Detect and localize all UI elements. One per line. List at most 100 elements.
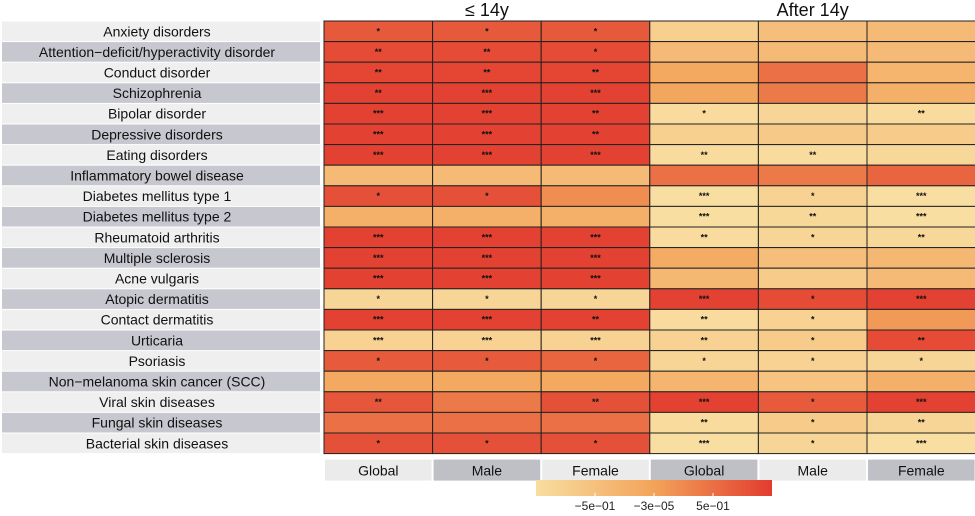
significance-mark: * xyxy=(485,438,489,448)
significance-mark: *** xyxy=(916,212,927,222)
heatmap-cell xyxy=(540,411,651,434)
row-band xyxy=(2,330,320,351)
significance-mark: ** xyxy=(592,315,600,325)
significance-mark: ** xyxy=(701,232,709,242)
row-label: Inflammatory bowel disease xyxy=(70,168,244,184)
heatmap-cell xyxy=(432,164,542,187)
significance-mark: ** xyxy=(809,150,817,160)
row-label: Contact dermatitis xyxy=(101,312,214,328)
significance-mark: ** xyxy=(375,47,383,57)
row-band xyxy=(2,248,320,268)
significance-mark: *** xyxy=(590,253,601,263)
significance-mark: *** xyxy=(482,253,493,263)
row-label: Multiple sclerosis xyxy=(104,250,211,266)
significance-mark: *** xyxy=(373,335,384,345)
significance-mark: * xyxy=(811,232,815,242)
row-band xyxy=(2,165,320,186)
heatmap-cell xyxy=(866,267,975,290)
heatmap-cell xyxy=(757,247,868,269)
significance-mark: *** xyxy=(482,109,493,119)
significance-mark: *** xyxy=(590,274,601,284)
group-header: After 14y xyxy=(777,0,849,20)
significance-mark: * xyxy=(485,26,489,36)
significance-mark: * xyxy=(377,294,381,304)
row-label-bands xyxy=(2,21,320,454)
significance-mark: *** xyxy=(916,397,927,407)
heatmap-cells xyxy=(323,20,975,455)
significance-mark: * xyxy=(594,438,598,448)
significance-mark: * xyxy=(594,356,598,366)
row-label: Urticaria xyxy=(131,332,183,348)
row-band xyxy=(2,83,320,103)
heatmap-cell xyxy=(757,164,868,187)
significance-mark: *** xyxy=(482,88,493,98)
row-label: Conduct disorder xyxy=(104,65,211,81)
row-band xyxy=(2,412,320,433)
heatmap-cell xyxy=(649,123,759,146)
heatmap-cell xyxy=(757,61,868,84)
significance-mark: *** xyxy=(699,212,710,222)
column-label-band xyxy=(542,459,649,481)
significance-mark: ** xyxy=(918,232,926,242)
row-label: Diabetes mellitus type 1 xyxy=(83,188,232,204)
heatmap-cell xyxy=(866,123,975,146)
row-label: Bacterial skin diseases xyxy=(86,435,228,451)
row-band xyxy=(2,268,320,289)
significance-mark: *** xyxy=(916,294,927,304)
column-labels: Global Male Female Global Male Female xyxy=(325,459,975,481)
heatmap-cell xyxy=(540,205,651,228)
significance-mark: ** xyxy=(918,335,926,345)
significance-mark: ** xyxy=(375,397,383,407)
significance-mark: ** xyxy=(809,212,817,222)
heatmap-cell xyxy=(866,41,975,63)
significance-mark: *** xyxy=(590,232,601,242)
significance-mark: * xyxy=(594,26,598,36)
significance-mark: ** xyxy=(375,68,383,78)
row-band xyxy=(2,103,320,124)
heatmap-cell xyxy=(866,61,975,84)
significance-mark: * xyxy=(377,356,381,366)
significance-mark: ** xyxy=(592,68,600,78)
heatmap-cell xyxy=(649,247,759,269)
significance-mark: * xyxy=(594,294,598,304)
heatmap-cell xyxy=(323,205,434,228)
colorbar-tick-label: −5e−01 xyxy=(575,499,616,511)
row-label: Fungal skin diseases xyxy=(92,415,223,431)
significance-mark: ** xyxy=(918,418,926,428)
row-band xyxy=(2,42,320,62)
heatmap-cell xyxy=(757,82,868,104)
row-band xyxy=(2,371,320,392)
significance-mark: ** xyxy=(701,150,709,160)
significance-mark: *** xyxy=(590,150,601,160)
heatmap-cell xyxy=(649,164,759,187)
row-labels: Anxiety disorders Attention−deficit/hyper… xyxy=(39,23,276,451)
significance-mark: ** xyxy=(592,129,600,139)
heatmap-cell xyxy=(540,370,651,393)
significance-mark: * xyxy=(485,356,489,366)
heatmap-cell xyxy=(540,164,651,187)
row-label: Depressive disorders xyxy=(91,126,223,142)
row-label: Psoriasis xyxy=(129,353,186,369)
significance-mark: *** xyxy=(699,438,710,448)
significance-mark: *** xyxy=(699,294,710,304)
heatmap-cell xyxy=(757,102,868,125)
row-band xyxy=(2,62,320,83)
significance-mark: *** xyxy=(482,274,493,284)
heatmap-cell xyxy=(757,20,868,43)
significance-mark: *** xyxy=(373,274,384,284)
significance-mark: * xyxy=(811,438,815,448)
row-band xyxy=(2,309,320,330)
significance-mark: ** xyxy=(918,109,926,119)
significance-mark: *** xyxy=(373,253,384,263)
row-band xyxy=(2,351,320,371)
colorbar-tick-label: −3e−05 xyxy=(634,499,675,511)
significance-mark: ** xyxy=(592,397,600,407)
significance-mark: ** xyxy=(592,109,600,119)
significance-mark: * xyxy=(594,47,598,57)
significance-mark: * xyxy=(485,294,489,304)
significance-mark: * xyxy=(811,294,815,304)
row-label: Attention−deficit/hyperactivity disorder xyxy=(39,44,276,60)
heatmap-cell xyxy=(649,61,759,84)
significance-mark: *** xyxy=(482,150,493,160)
significance-mark: ** xyxy=(483,68,491,78)
